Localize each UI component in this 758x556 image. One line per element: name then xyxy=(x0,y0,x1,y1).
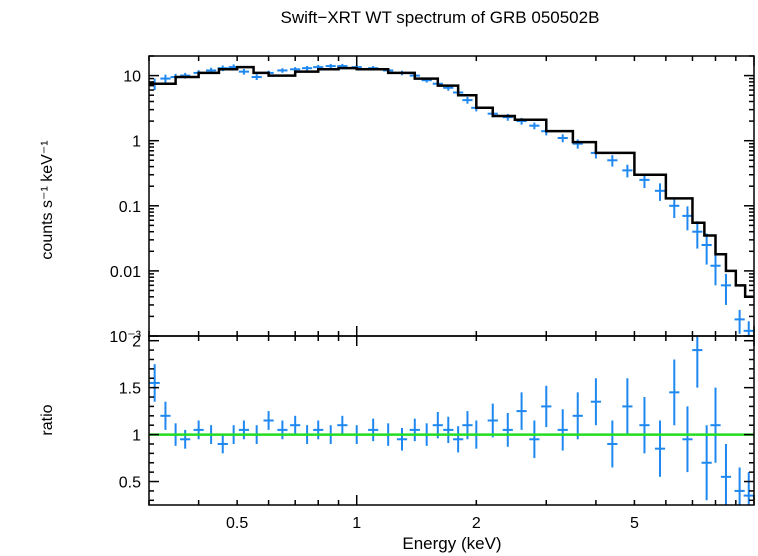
y-tick-label-spectrum: 10⁻³ xyxy=(109,329,141,346)
y-tick-label-ratio: 0.5 xyxy=(119,475,141,492)
chart-title: Swift−XRT WT spectrum of GRB 050502B xyxy=(281,8,600,27)
x-tick-label: 1 xyxy=(352,515,361,532)
ratio-frame xyxy=(148,335,755,506)
spectrum-frame xyxy=(148,55,755,337)
plot-layer: 0.5 1 2 5 10 1 0.1 0.01 10⁻³ 0.5 1 1.5 2 xyxy=(109,55,755,532)
y-tick-label-ratio: 1.5 xyxy=(119,381,141,398)
y-tick-label-ratio: 2 xyxy=(132,334,141,351)
x-tick-label: 2 xyxy=(472,515,481,532)
x-tick-label: 0.5 xyxy=(226,515,248,532)
y-tick-label-spectrum: 1 xyxy=(132,134,141,151)
y-tick-label-spectrum: 10 xyxy=(123,69,141,86)
y-axis-label-ratio: ratio xyxy=(39,404,56,435)
model-line xyxy=(149,65,754,299)
y-tick-label-spectrum: 0.1 xyxy=(119,199,141,216)
x-axis-label: Energy (keV) xyxy=(402,534,501,553)
y-tick-label-spectrum: 0.01 xyxy=(110,264,141,281)
y-axis-label-spectrum: counts s⁻¹ keV⁻¹ xyxy=(39,140,56,259)
y-tick-label-ratio: 1 xyxy=(132,428,141,445)
x-tick-label: 5 xyxy=(630,515,639,532)
